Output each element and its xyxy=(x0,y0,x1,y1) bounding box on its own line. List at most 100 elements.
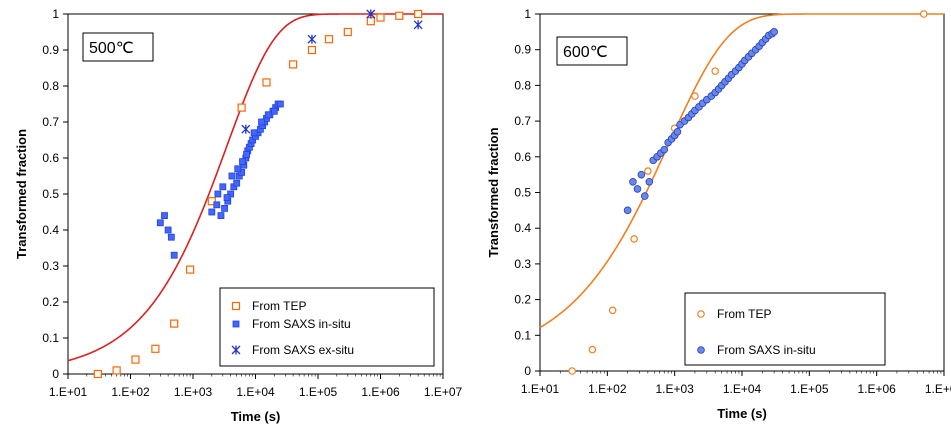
temperature-box xyxy=(556,36,628,66)
data-point xyxy=(629,177,637,186)
data-point xyxy=(608,306,617,315)
y-tick-label: 0.7 xyxy=(514,114,531,128)
data-point xyxy=(919,10,928,18)
data-point xyxy=(366,9,376,19)
data-point xyxy=(207,197,216,206)
fit-curve xyxy=(539,13,944,329)
x-tick-label: 1.E+04 xyxy=(236,385,275,399)
data-point xyxy=(227,190,235,198)
x-tick-label: 1.E+02 xyxy=(111,385,150,399)
chart-panel-2: 1.E+01 1.E+02 1.E+03 1.E+04 1.E+05 1.E+06 1.E+… xyxy=(486,7,951,421)
legend: From TEP From SAXS in-situ xyxy=(684,292,886,366)
y-tick-label: 0.6 xyxy=(42,151,59,165)
data-point xyxy=(264,111,272,119)
y-axis-title: Transformed fraction xyxy=(14,129,29,259)
y-tick-label: 0.8 xyxy=(514,78,531,92)
legend-entry: From TEP xyxy=(717,307,771,321)
data-point xyxy=(112,366,121,375)
data-point xyxy=(395,11,404,20)
x-tick-label: 1.E+04 xyxy=(723,382,762,396)
data-point xyxy=(270,107,278,115)
data-point xyxy=(213,201,221,209)
x-tick-label: 1.E+01 xyxy=(49,385,88,399)
y-tick-label: 0.2 xyxy=(514,293,531,307)
series-from-saxs-in-situ xyxy=(623,28,778,215)
data-point xyxy=(167,233,175,241)
data-point xyxy=(289,60,298,69)
series-from-tep xyxy=(568,10,928,375)
y-axis-title: Transformed fraction xyxy=(486,127,501,257)
legend-entry: From TEP xyxy=(252,299,306,313)
data-point xyxy=(711,67,720,75)
data-point xyxy=(221,204,228,212)
data-point xyxy=(170,319,179,328)
x-tick-label: 1.E+01 xyxy=(521,382,560,396)
data-point xyxy=(241,124,251,134)
y-tick-label: 0.7 xyxy=(42,115,59,129)
legend-entry: From SAXS ex-situ xyxy=(252,343,354,357)
data-point xyxy=(623,206,632,215)
series-from-saxs-ex-situ xyxy=(241,9,423,134)
y-tick-label: 0.3 xyxy=(514,257,531,271)
data-point xyxy=(633,185,642,193)
y-tick-label: 0 xyxy=(52,367,59,381)
data-point xyxy=(258,118,265,126)
data-point xyxy=(660,145,669,154)
chart-panel-1: 1.E+01 1.E+02 1.E+03 1.E+04 1.E+05 1.E+06 1.E+… xyxy=(14,7,463,424)
y-tick-label: 0.5 xyxy=(514,186,531,200)
temperature-label: 500℃ xyxy=(89,40,134,57)
legend-box xyxy=(684,292,886,366)
data-point xyxy=(219,183,227,191)
x-tick-label: 1.E+07 xyxy=(925,382,951,396)
y-tick-label: 1 xyxy=(524,7,531,21)
legend-marker xyxy=(697,346,705,354)
data-point xyxy=(691,92,699,100)
y-tick-label: 0.3 xyxy=(42,259,59,273)
y-tick-label: 0.4 xyxy=(42,223,59,237)
y-tick-label: 0.4 xyxy=(514,221,531,235)
x-tick-label: 1.E+06 xyxy=(361,385,400,399)
temperature-label: 600℃ xyxy=(563,44,608,61)
data-point xyxy=(151,344,160,353)
series-from-tep xyxy=(93,9,423,379)
data-point xyxy=(262,78,271,87)
y-tick-label: 0.6 xyxy=(514,150,531,164)
data-point xyxy=(243,150,250,158)
data-point xyxy=(645,177,654,186)
y-tick-label: 0.9 xyxy=(514,43,531,57)
data-point xyxy=(239,158,246,166)
data-point xyxy=(164,226,172,234)
data-point xyxy=(644,167,652,175)
data-point xyxy=(376,13,385,22)
x-axis-title: Time (s) xyxy=(717,406,767,421)
data-point xyxy=(156,219,164,227)
x-tick-label: 1.E+06 xyxy=(857,382,896,396)
data-point xyxy=(413,20,423,30)
data-point xyxy=(186,265,195,274)
data-point xyxy=(673,128,682,136)
data-point xyxy=(307,34,317,44)
data-point xyxy=(630,235,638,243)
data-point xyxy=(214,190,222,198)
data-point xyxy=(276,100,284,108)
data-point xyxy=(208,208,216,216)
legend-entry: From SAXS in-situ xyxy=(252,317,351,331)
data-point xyxy=(93,369,102,379)
legend-marker xyxy=(232,320,240,328)
y-tick-label: 0.1 xyxy=(514,328,531,342)
legend-box xyxy=(219,287,435,367)
legend-marker xyxy=(231,345,241,355)
y-tick-label: 0 xyxy=(524,364,531,378)
y-tick-label: 0.5 xyxy=(42,187,59,201)
data-point xyxy=(637,170,646,179)
data-point xyxy=(568,367,576,375)
x-axis-title: Time (s) xyxy=(231,409,281,424)
temperature-box xyxy=(82,32,154,62)
data-point xyxy=(640,192,649,200)
x-tick-label: 1.E+03 xyxy=(655,382,694,396)
y-tick-label: 0.8 xyxy=(42,79,59,93)
data-point xyxy=(238,168,246,176)
data-point xyxy=(250,129,258,137)
data-point xyxy=(161,212,168,220)
